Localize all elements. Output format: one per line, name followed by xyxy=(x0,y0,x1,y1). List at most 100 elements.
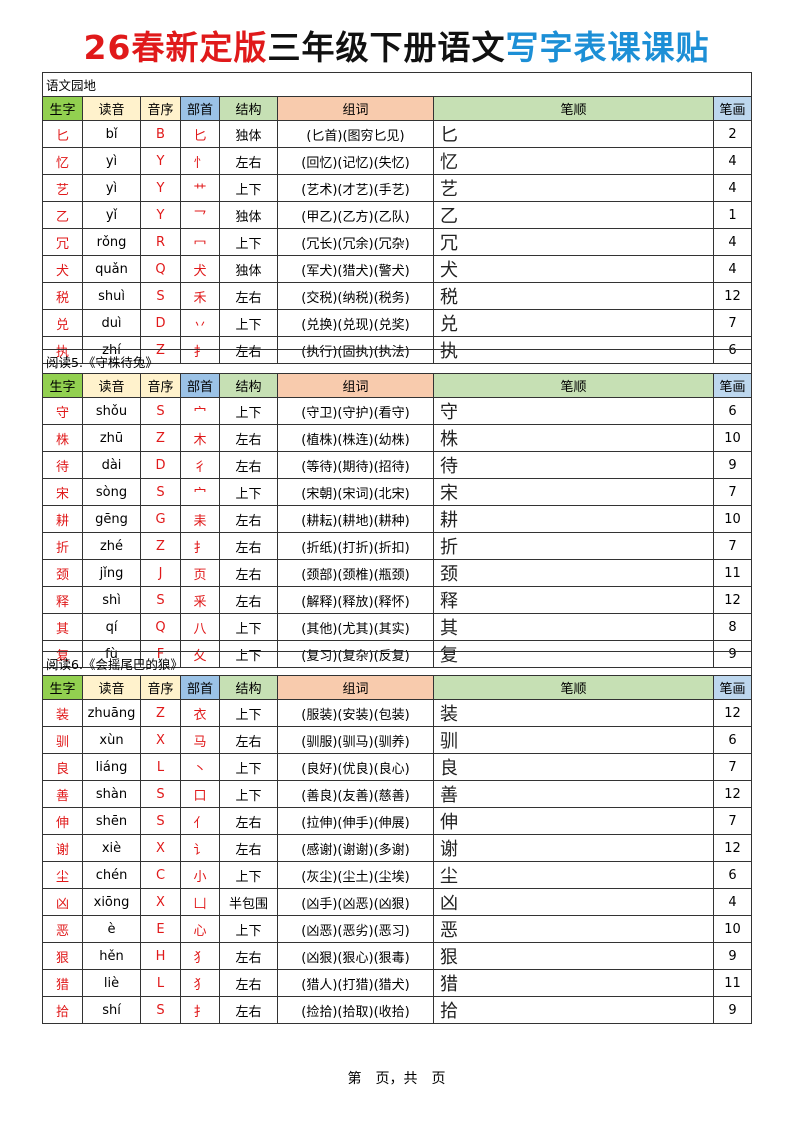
pinyin: rǒng xyxy=(82,228,141,256)
initial: S xyxy=(140,807,181,835)
header-cell: 生字 xyxy=(42,373,83,398)
structure: 左右 xyxy=(219,969,278,997)
character: 善 xyxy=(42,780,83,808)
pinyin: shēn xyxy=(82,807,141,835)
words: (凶手)(凶恶)(凶狠) xyxy=(277,888,434,916)
initial: S xyxy=(140,478,181,506)
header-cell: 生字 xyxy=(42,675,83,700)
initial: Q xyxy=(140,255,181,283)
stroke-count: 11 xyxy=(712,559,753,587)
stroke-count: 12 xyxy=(712,282,753,310)
stroke-count: 10 xyxy=(712,915,753,943)
header-cell: 组词 xyxy=(277,675,434,700)
word-table: 阅读6.《会摇尾巴的狼》 生字 读音 音序 部首 结构 组词 笔顺 笔画装 zhuāng Z 衣上下(… xyxy=(41,651,753,1024)
words: (回忆)(记忆)(失忆) xyxy=(277,147,434,175)
radical: 彳 xyxy=(180,451,220,479)
words: (军犬)(猎犬)(警犬) xyxy=(277,255,434,283)
pinyin: liáng xyxy=(82,753,141,781)
pinyin: hěn xyxy=(82,942,141,970)
initial: Q xyxy=(140,613,181,641)
radical: 宀 xyxy=(180,397,220,425)
stroke-count: 4 xyxy=(712,255,753,283)
words: (甲乙)(乙方)(乙队) xyxy=(277,201,434,229)
word-row: 善 shàn S 口上下 (善良)(友善)(慈善) 善 12 xyxy=(42,780,753,808)
pinyin: zhé xyxy=(82,532,141,560)
title-part: 写字表课课贴 xyxy=(505,28,710,67)
structure: 半包围 xyxy=(219,888,278,916)
stroke-order: 折 xyxy=(433,532,714,560)
initial: Y xyxy=(140,147,181,175)
initial: L xyxy=(140,969,181,997)
initial: L xyxy=(140,753,181,781)
words: (艺术)(才艺)(手艺) xyxy=(277,174,434,202)
stroke-order: 尘 xyxy=(433,861,714,889)
stroke-count: 7 xyxy=(712,753,753,781)
title-part: 三年级下册语文 xyxy=(267,28,506,67)
word-row: 凶 xiōng X 凵半包围 (凶手)(凶恶)(凶狠) 凶 4 xyxy=(42,888,753,916)
radical: 扌 xyxy=(180,532,220,560)
initial: Y xyxy=(140,201,181,229)
stroke-order: 乙 xyxy=(433,201,714,229)
character: 税 xyxy=(42,282,83,310)
header-row: 生字 读音 音序 部首 结构 组词 笔顺 笔画 xyxy=(42,96,753,121)
radical: 八 xyxy=(180,613,220,641)
stroke-count: 4 xyxy=(712,147,753,175)
words: (凶恶)(恶劣)(恶习) xyxy=(277,915,434,943)
word-row: 装 zhuāng Z 衣上下 (服装)(安装)(包装) 装 12 xyxy=(42,699,753,727)
word-row: 忆 yì Y 忄左右 (回忆)(记忆)(失忆) 忆 4 xyxy=(42,147,753,175)
pinyin: jǐng xyxy=(82,559,141,587)
words: (兑换)(兑现)(兑奖) xyxy=(277,309,434,337)
stroke-order: 忆 xyxy=(433,147,714,175)
stroke-count: 12 xyxy=(712,586,753,614)
words: (折纸)(打折)(折扣) xyxy=(277,532,434,560)
stroke-count: 12 xyxy=(712,780,753,808)
stroke-count: 7 xyxy=(712,309,753,337)
pinyin: xiè xyxy=(82,834,141,862)
words: (解释)(释放)(释怀) xyxy=(277,586,434,614)
words: (猎人)(打猎)(猎犬) xyxy=(277,969,434,997)
stroke-count: 6 xyxy=(712,397,753,425)
stroke-order: 装 xyxy=(433,699,714,727)
radical: 犬 xyxy=(180,255,220,283)
word-row: 尘 chén C 小上下 (灰尘)(尘土)(尘埃) 尘 6 xyxy=(42,861,753,889)
structure: 左右 xyxy=(219,147,278,175)
structure: 独体 xyxy=(219,201,278,229)
pinyin: shǒu xyxy=(82,397,141,425)
initial: C xyxy=(140,861,181,889)
structure: 上下 xyxy=(219,228,278,256)
initial: Z xyxy=(140,532,181,560)
character: 折 xyxy=(42,532,83,560)
character: 狠 xyxy=(42,942,83,970)
radical: 犭 xyxy=(180,942,220,970)
character: 拾 xyxy=(42,996,83,1024)
stroke-order: 兑 xyxy=(433,309,714,337)
character: 其 xyxy=(42,613,83,641)
character: 艺 xyxy=(42,174,83,202)
word-row: 其 qí Q 八上下 (其他)(尤其)(其实) 其 8 xyxy=(42,613,753,641)
radical: 宀 xyxy=(180,478,220,506)
word-row: 宋 sòng S 宀上下 (宋朝)(宋词)(北宋) 宋 7 xyxy=(42,478,753,506)
pinyin: shuì xyxy=(82,282,141,310)
character: 装 xyxy=(42,699,83,727)
pinyin: qí xyxy=(82,613,141,641)
radical: 亻 xyxy=(180,807,220,835)
initial: X xyxy=(140,888,181,916)
word-row: 艺 yì Y 艹上下 (艺术)(才艺)(手艺) 艺 4 xyxy=(42,174,753,202)
structure: 左右 xyxy=(219,726,278,754)
character: 宋 xyxy=(42,478,83,506)
section-title: 阅读6.《会摇尾巴的狼》 xyxy=(41,651,753,676)
radical: 小 xyxy=(180,861,220,889)
structure: 左右 xyxy=(219,532,278,560)
stroke-order: 拾 xyxy=(433,996,714,1024)
initial: S xyxy=(140,397,181,425)
word-row: 待 dài D 彳左右 (等待)(期待)(招待) 待 9 xyxy=(42,451,753,479)
radical: 釆 xyxy=(180,586,220,614)
words: (宋朝)(宋词)(北宋) xyxy=(277,478,434,506)
word-row: 颈 jǐng J 页左右 (颈部)(颈椎)(瓶颈) 颈 11 xyxy=(42,559,753,587)
character: 待 xyxy=(42,451,83,479)
header-cell: 部首 xyxy=(180,675,220,700)
stroke-order: 猎 xyxy=(433,969,714,997)
stroke-count: 9 xyxy=(712,451,753,479)
header-cell: 读音 xyxy=(82,373,141,398)
character: 凶 xyxy=(42,888,83,916)
